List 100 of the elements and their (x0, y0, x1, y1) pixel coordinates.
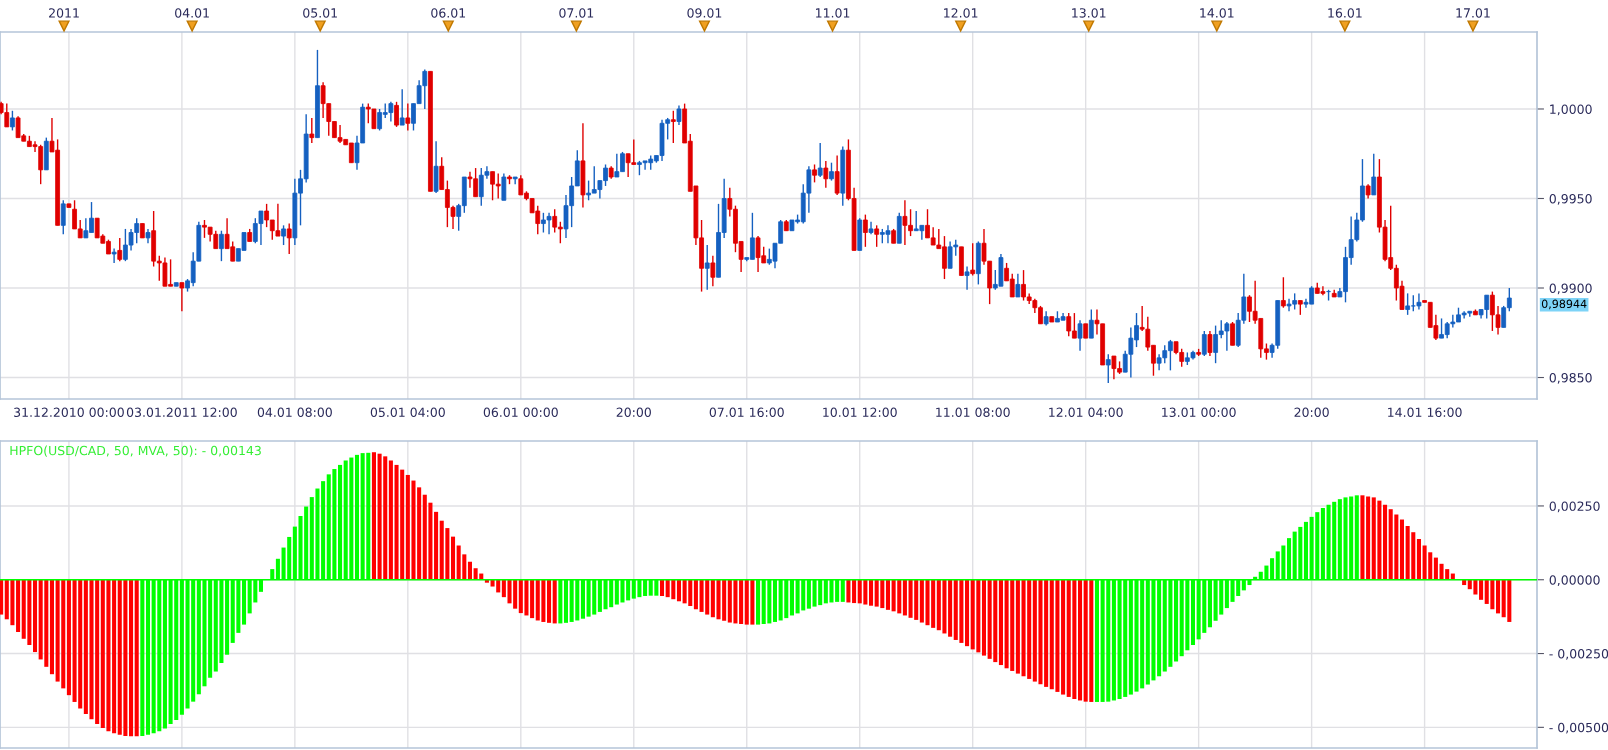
candlestick (1105, 353, 1111, 384)
bar (659, 579, 665, 596)
y-tick-label: 1,0000 (1550, 104, 1592, 116)
candlestick (1230, 321, 1235, 346)
bar (0, 579, 4, 615)
text: 17.01 (1456, 8, 1490, 18)
candlestick (1405, 292, 1411, 316)
bar (129, 579, 134, 737)
y-tick-label: 0,9950 (1549, 193, 1592, 205)
bar (1399, 519, 1405, 580)
bar (998, 579, 1003, 666)
bar (1366, 496, 1371, 580)
y-tick-label: - 0,00500 (1549, 722, 1608, 734)
text: 12.01 (944, 8, 978, 18)
bar (388, 460, 393, 580)
x-tick-label: 12.01 04:00 (1049, 407, 1123, 418)
text: 09.01 (687, 8, 722, 18)
text: 06.01 (431, 8, 466, 18)
candlestick (286, 222, 292, 255)
candlestick (704, 244, 710, 291)
bar (530, 579, 535, 619)
text: 2011 (49, 8, 79, 18)
y-tick-label: 0,9850 (1549, 372, 1592, 384)
y-tick-label: 0,00000 (1549, 575, 1600, 586)
candlestick (1201, 330, 1207, 357)
text: 13.01 (1072, 8, 1106, 18)
x-tick-label: 03.01.2011 12:00 (126, 407, 237, 418)
bar (1077, 579, 1083, 701)
x-tick-label: 07.01 16:00 (709, 407, 784, 418)
candlestick (676, 104, 682, 126)
text: 11.01 (816, 8, 850, 18)
bar (1479, 579, 1484, 600)
bar (693, 579, 698, 610)
candlestick (60, 199, 66, 235)
bar (852, 579, 857, 604)
candlestick (1280, 276, 1286, 309)
candlestick (1371, 153, 1377, 196)
bar (16, 579, 21, 632)
candlestick (405, 102, 411, 132)
bar (134, 579, 139, 737)
bar (547, 579, 552, 623)
text: 05.01 (303, 8, 337, 18)
candlestick (309, 117, 315, 144)
candlestick (862, 213, 868, 248)
bar (846, 579, 851, 603)
candlestick (874, 224, 880, 248)
candlestick (964, 265, 970, 291)
text: 0,98944 (1541, 299, 1587, 310)
bar (1061, 579, 1066, 695)
bar (49, 579, 54, 675)
bar (66, 579, 71, 696)
bar (948, 579, 953, 637)
bar (1462, 579, 1467, 586)
bar (112, 579, 117, 734)
x-tick-label: 31.12.2010 00:00 (14, 407, 124, 418)
candlestick (179, 281, 185, 312)
bar (885, 579, 890, 610)
bar (1416, 539, 1421, 580)
candlestick (394, 101, 399, 128)
candlestick (4, 102, 10, 128)
candlestick (817, 142, 823, 178)
text: 16.01 (1328, 8, 1362, 18)
y-tick-label: 0,00250 (1549, 501, 1600, 513)
bar (965, 579, 970, 647)
y-tick-label: - 0,00250 (1549, 649, 1608, 660)
bar (739, 579, 744, 625)
bar (450, 536, 456, 580)
bar (434, 511, 439, 580)
x-tick-label: 11.01 08:00 (936, 407, 1010, 418)
candlestick (219, 230, 224, 262)
x-tick-label: 20:00 (1294, 407, 1329, 418)
x-tick-label: 13.01 00:00 (1162, 407, 1236, 418)
candlestick (111, 247, 117, 264)
x-tick-label: 05.01 04:00 (370, 407, 445, 418)
bar (981, 579, 987, 656)
candlestick (1077, 319, 1083, 352)
candlestick (1207, 330, 1213, 357)
candlestick (823, 160, 829, 189)
candlestick (281, 224, 286, 246)
bar (1383, 504, 1388, 580)
x-tick-label: 20:00 (616, 407, 651, 418)
candlestick (117, 237, 123, 262)
bar (552, 579, 557, 624)
bar (371, 452, 376, 580)
chart-title: HPFO(USD/CAD, 50, MVA, 50): - 0,00143 (10, 445, 261, 457)
text: 14.01 (1200, 8, 1234, 18)
bar (1015, 579, 1020, 674)
candlestick (1015, 272, 1021, 298)
bar (1360, 495, 1365, 580)
bar (676, 579, 681, 602)
bar (484, 579, 489, 583)
text: 04.01 (175, 8, 209, 18)
candlestick (501, 172, 507, 201)
bar (1433, 557, 1438, 580)
bar (868, 579, 874, 606)
text: 07.01 (559, 8, 594, 18)
candlestick (399, 88, 405, 126)
candlestick (710, 255, 716, 287)
x-tick-label: 14.01 16:00 (1388, 407, 1462, 418)
candlestick (670, 110, 676, 144)
